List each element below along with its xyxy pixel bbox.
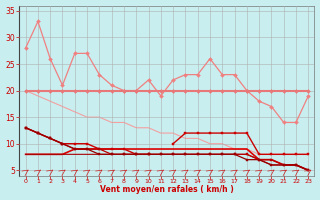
X-axis label: Vent moyen/en rafales ( km/h ): Vent moyen/en rafales ( km/h ) bbox=[100, 185, 234, 194]
